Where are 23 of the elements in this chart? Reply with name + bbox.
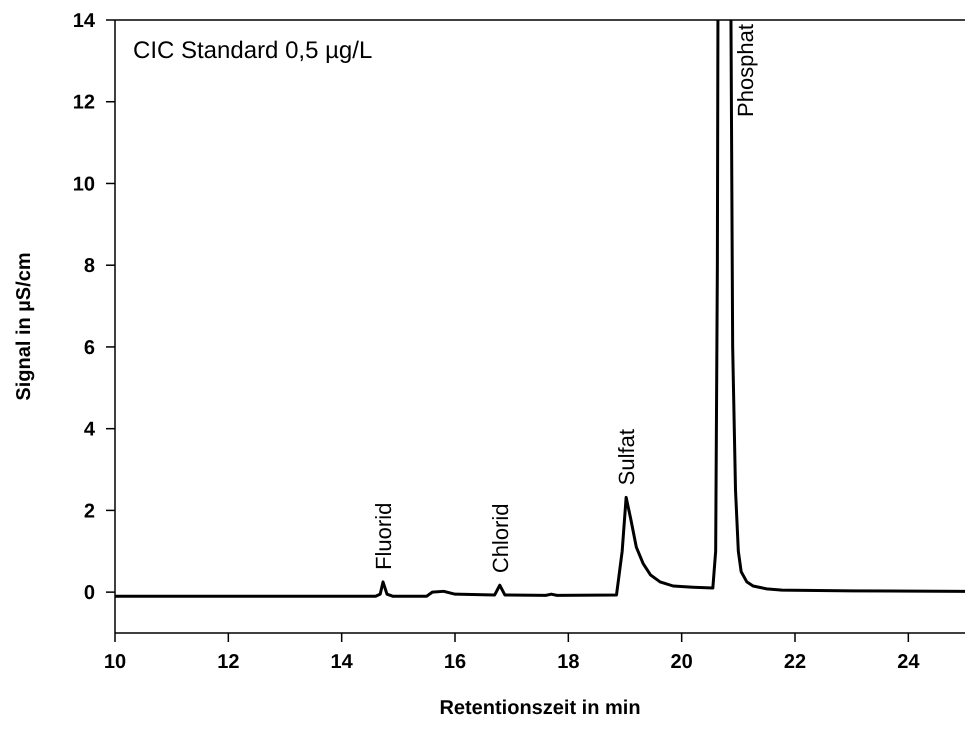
y-tick-label: 2 <box>84 500 95 522</box>
x-tick-label: 10 <box>104 651 126 673</box>
x-tick-label: 20 <box>670 651 693 673</box>
y-tick-label: 14 <box>72 10 96 32</box>
annotation: Sulfat <box>614 429 640 486</box>
x-tick-label: 12 <box>217 651 240 673</box>
y-tick-label: 8 <box>84 255 95 278</box>
x-tick-label: 22 <box>784 651 806 673</box>
y-tick-label: 4 <box>84 418 96 441</box>
x-axis-title: Retentionszeit in min <box>439 697 641 719</box>
annotation: Fluorid <box>371 502 396 570</box>
x-tick-label: 16 <box>444 651 466 673</box>
x-tick-label: 18 <box>557 651 580 673</box>
x-tick-label: 14 <box>330 651 354 673</box>
annotation: Chlorid <box>488 503 513 574</box>
y-tick-label: 0 <box>84 582 95 604</box>
annotation: Phosphat <box>732 24 758 117</box>
x-tick-label: 24 <box>897 651 920 673</box>
y-tick-label: 10 <box>72 173 95 196</box>
y-tick-label: 12 <box>72 92 95 114</box>
text: CIC Standard 0,5 µg/L <box>133 37 372 64</box>
y-axis-title: Signal in µS/cm <box>13 252 35 401</box>
y-tick-label: 6 <box>84 336 95 359</box>
